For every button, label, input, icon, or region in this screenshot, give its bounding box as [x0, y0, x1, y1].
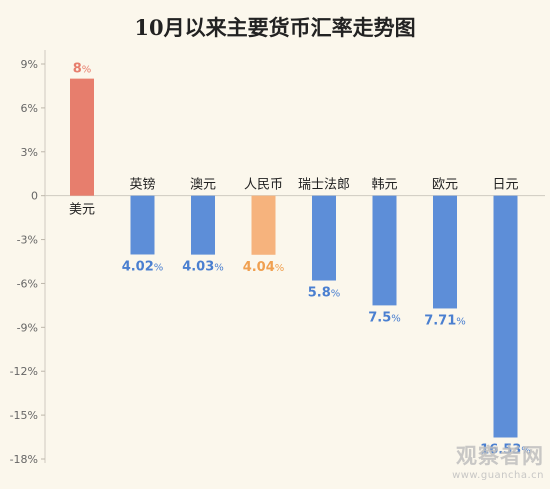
value-label: 5.8%	[308, 286, 341, 301]
category-label: 欧元	[432, 178, 458, 193]
value-label: 4.02%	[122, 259, 164, 274]
y-tick-label: -9%	[17, 321, 38, 334]
value-label: 7.5%	[368, 310, 401, 325]
y-tick-label: -6%	[17, 277, 38, 290]
value-label: 8%	[73, 62, 92, 77]
y-tick-label: 9%	[21, 58, 38, 71]
bar	[251, 195, 276, 255]
y-tick-label: -18%	[10, 453, 38, 466]
bar	[70, 78, 94, 196]
bar	[191, 195, 215, 255]
bar	[372, 195, 397, 306]
y-tick-label: 3%	[21, 146, 38, 159]
y-tick-label: -15%	[10, 409, 38, 422]
watermark: 观察者网 www.guancha.cn	[452, 440, 544, 481]
value-label: 4.04%	[243, 260, 285, 275]
value-label: 4.03%	[182, 260, 224, 275]
value-label: 7.71%	[424, 313, 466, 328]
y-tick-label: -3%	[17, 234, 38, 247]
bar	[130, 195, 155, 255]
y-tick-label: -12%	[10, 365, 38, 378]
category-label: 人民币	[244, 178, 283, 193]
bar	[433, 195, 457, 309]
watermark-text: 观察者网	[456, 444, 544, 468]
category-label: 澳元	[190, 177, 216, 193]
watermark-url: www.guancha.cn	[452, 470, 544, 481]
y-tick-label: 6%	[21, 102, 38, 115]
bar	[312, 195, 336, 281]
chart-title: 10月以来主要货币汇率走势图	[134, 15, 416, 40]
category-label: 美元	[69, 203, 95, 218]
category-label: 日元	[492, 178, 518, 193]
category-label: 瑞士法郎	[298, 178, 350, 193]
value-label: 16.53%	[480, 442, 531, 457]
y-tick-label: 0	[31, 190, 38, 203]
bar	[493, 195, 518, 438]
category-label: 韩元	[371, 178, 397, 193]
category-label: 英镑	[129, 177, 155, 193]
